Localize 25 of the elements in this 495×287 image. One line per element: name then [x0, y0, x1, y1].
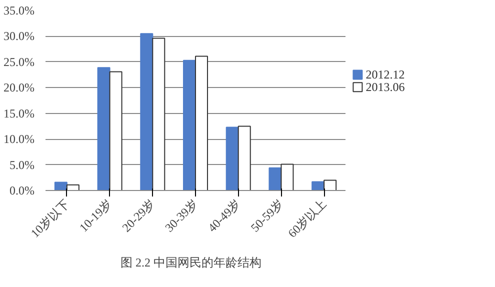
bar: [268, 167, 282, 190]
bar: [109, 71, 122, 190]
caption: 图 2.2 中国网民的年龄结构: [120, 256, 262, 270]
y-tick-label: 30.0%: [4, 29, 35, 44]
bar: [183, 60, 196, 190]
y-tick-label: 15.0%: [4, 106, 35, 120]
bar: [140, 33, 154, 190]
bar: [152, 38, 166, 190]
bar: [324, 180, 337, 190]
legend-label: 2012.12: [366, 68, 405, 82]
bar: [97, 67, 110, 190]
y-tick-label: 0.0%: [10, 184, 35, 198]
y-tick-label: 10.0%: [4, 132, 35, 146]
y-tick-label: 20.0%: [4, 80, 35, 95]
y-tick-label: 25.0%: [4, 54, 35, 69]
bar: [280, 164, 294, 190]
bar: [195, 56, 208, 190]
bar: [66, 184, 80, 190]
y-tick-label: 35.0%: [4, 4, 35, 18]
y-tick-label: 5.0%: [10, 158, 35, 172]
x-tick-label: 60岁以上: [285, 196, 330, 240]
x-tick-label: 10岁以下: [28, 196, 72, 240]
bar: [226, 126, 239, 190]
bar: [238, 126, 251, 190]
legend-label: 2013.06: [366, 80, 405, 94]
